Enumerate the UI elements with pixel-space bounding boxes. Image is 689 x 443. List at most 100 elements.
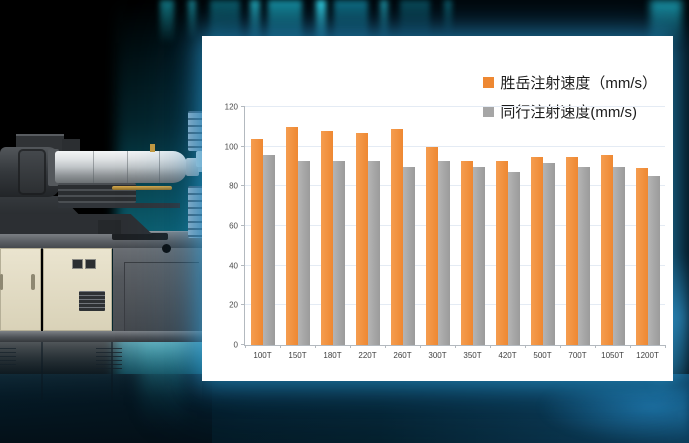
series2-bar: [262, 154, 275, 345]
series2-bar: [367, 160, 380, 345]
x-axis-label: 180T: [323, 351, 342, 360]
y-axis-label: 0: [233, 340, 238, 350]
x-axis-tick: [350, 345, 351, 348]
gridline: [245, 145, 665, 147]
indicator-window: [85, 259, 96, 269]
series1-bar: [495, 160, 508, 345]
gridline: [245, 225, 665, 226]
x-axis-tick: [560, 345, 561, 348]
light-streak: [160, 0, 174, 44]
under-rail: [58, 203, 180, 208]
x-axis-label: 350T: [463, 351, 482, 360]
reflection-fade: [0, 342, 212, 443]
gridline: [245, 264, 665, 266]
motor-housing-small: [62, 139, 80, 151]
chart-panel: 胜岳注射速度（mm/s） 同行注射速度(mm/s) 0 20 40 60 80 100 120…: [202, 36, 673, 381]
x-axis-label: 1050T: [601, 351, 624, 360]
series2-bar: [437, 160, 450, 345]
bar-group: [385, 107, 420, 345]
bar-group: [280, 107, 315, 345]
series1-bar: [565, 156, 578, 345]
chart-legend: 胜岳注射速度（mm/s） 同行注射速度(mm/s): [483, 72, 657, 122]
y-axis-label: 60: [229, 221, 238, 231]
series1-bar: [425, 146, 438, 345]
bar-groups: [245, 107, 665, 345]
barrel-ring: [159, 151, 160, 183]
legend-label: 同行注射速度(mm/s): [500, 104, 637, 121]
nozzle-tip: [198, 162, 205, 172]
bar-group: [245, 107, 280, 345]
y-axis-tick: [241, 304, 245, 306]
series1-bar: [390, 128, 403, 345]
bar-group: [595, 107, 630, 345]
carriage-base-lower: [0, 214, 152, 234]
series1-bar: [600, 154, 613, 345]
x-axis-label: 1200T: [636, 351, 659, 360]
y-axis-tick: [241, 264, 245, 266]
machine-cabinet: [0, 248, 202, 331]
series2-bar: [577, 166, 590, 345]
x-axis-tick: [595, 345, 596, 348]
legend-swatch-series1: [483, 77, 495, 88]
bar-group: [630, 107, 665, 345]
x-axis-tick: [315, 345, 316, 348]
y-axis-label: 80: [229, 181, 238, 191]
legend-label: 胜岳注射速度（mm/s）: [500, 75, 657, 92]
y-axis-tick: [241, 185, 245, 187]
bar-group: [315, 107, 350, 345]
bar-group: [420, 107, 455, 345]
barrel-ring: [127, 151, 128, 183]
door-handle: [0, 274, 3, 290]
bar-group: [350, 107, 385, 345]
injection-barrel: [55, 151, 187, 183]
gridline: [245, 185, 665, 187]
x-axis-tick: [665, 345, 666, 348]
series2-bar: [612, 166, 625, 345]
x-axis-label: 260T: [393, 351, 412, 360]
x-axis-label: 220T: [358, 351, 377, 360]
series1-bar: [250, 138, 263, 345]
gearbox-flange: [18, 149, 46, 195]
bottom-right-glow: [540, 388, 689, 443]
y-axis-tick: [241, 225, 245, 226]
series1-bar: [320, 130, 333, 345]
x-axis-tick: [455, 345, 456, 348]
x-axis-tick: [385, 345, 386, 348]
series1-bar: [635, 168, 648, 345]
support-foot: [98, 220, 121, 234]
x-axis-label: 150T: [288, 351, 307, 360]
bar-group: [525, 107, 560, 345]
light-streak: [380, 0, 388, 40]
light-streak: [250, 0, 260, 44]
x-axis-tick: [420, 345, 421, 348]
light-streak: [316, 0, 326, 46]
y-axis-label: 40: [229, 261, 238, 271]
door-handle: [31, 274, 35, 290]
gridline: [245, 106, 665, 107]
x-axis-tick: [525, 345, 526, 348]
brass-rod: [112, 186, 172, 190]
series2-bar: [297, 160, 310, 345]
floor-reflection: [0, 342, 212, 443]
series2-bar: [332, 160, 345, 345]
cabinet-side-panel-inset: [124, 262, 199, 332]
machine-base-rail: [0, 331, 204, 342]
x-axis-label: 100T: [253, 351, 272, 360]
vent-grille: [79, 291, 105, 311]
x-axis-tick: [245, 345, 246, 348]
series2-bar: [472, 166, 485, 345]
x-axis-label: 300T: [428, 351, 447, 360]
legend-item: 胜岳注射速度（mm/s）: [483, 72, 657, 93]
light-streak: [400, 0, 430, 38]
brass-bolt: [150, 144, 155, 152]
y-axis-tick: [241, 106, 245, 107]
series2-bar: [507, 172, 520, 345]
indicator-window: [72, 259, 83, 269]
x-axis-label: 500T: [533, 351, 552, 360]
clamp-unit-lower: [188, 186, 206, 238]
series1-bar: [355, 132, 368, 345]
panel-hole: [162, 244, 171, 253]
gridline: [245, 304, 665, 306]
legend-item: 同行注射速度(mm/s): [483, 101, 657, 122]
